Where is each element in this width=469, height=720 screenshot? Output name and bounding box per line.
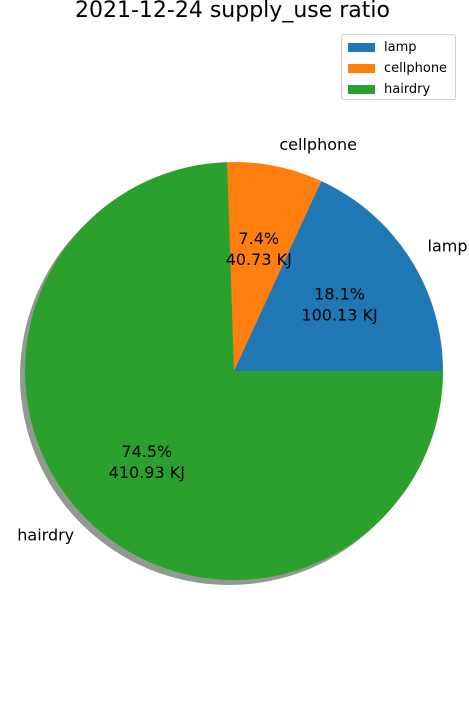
slice-category-label-cellphone: cellphone [279, 135, 357, 154]
legend-swatch-hairdry [348, 84, 375, 94]
slice-amount-lamp: 100.13 KJ [301, 305, 377, 324]
slice-value-label-cellphone: 7.4% 40.73 KJ [226, 229, 292, 269]
legend-label-cellphone: cellphone [384, 60, 448, 76]
legend: lamp cellphone hairdry [341, 34, 456, 100]
legend-item-cellphone: cellphone [348, 60, 447, 76]
pie-slice-lamp [234, 181, 443, 371]
legend-label-hairdry: hairdry [384, 81, 431, 97]
slice-category-label-hairdry: hairdry [17, 526, 74, 545]
slice-amount-hairdry: 410.93 KJ [109, 463, 185, 482]
pie-slice-hairdry [24, 162, 443, 581]
slice-value-label-lamp: 18.1% 100.13 KJ [301, 284, 377, 324]
legend-label-lamp: lamp [384, 39, 417, 55]
legend-item-hairdry: hairdry [348, 81, 430, 97]
legend-item-lamp: lamp [348, 39, 417, 55]
chart-title: 2021-12-24 supply_use ratio [75, 0, 390, 23]
pie-slices [24, 162, 443, 581]
pie-slice-cellphone [227, 162, 322, 371]
slice-value-label-hairdry: 74.5% 410.93 KJ [109, 442, 185, 482]
slice-percent-hairdry: 74.5% [121, 442, 172, 461]
slice-percent-lamp: 18.1% [314, 284, 365, 303]
legend-swatch-lamp [348, 42, 375, 52]
pie-labels: lamp 18.1% 100.13 KJ cellphone 7.4% 40.73 KJ h… [17, 135, 467, 545]
slice-category-label-lamp: lamp [428, 236, 468, 255]
legend-swatch-cellphone [348, 63, 375, 73]
slice-percent-cellphone: 7.4% [238, 229, 279, 248]
slice-amount-cellphone: 40.73 KJ [226, 250, 292, 269]
